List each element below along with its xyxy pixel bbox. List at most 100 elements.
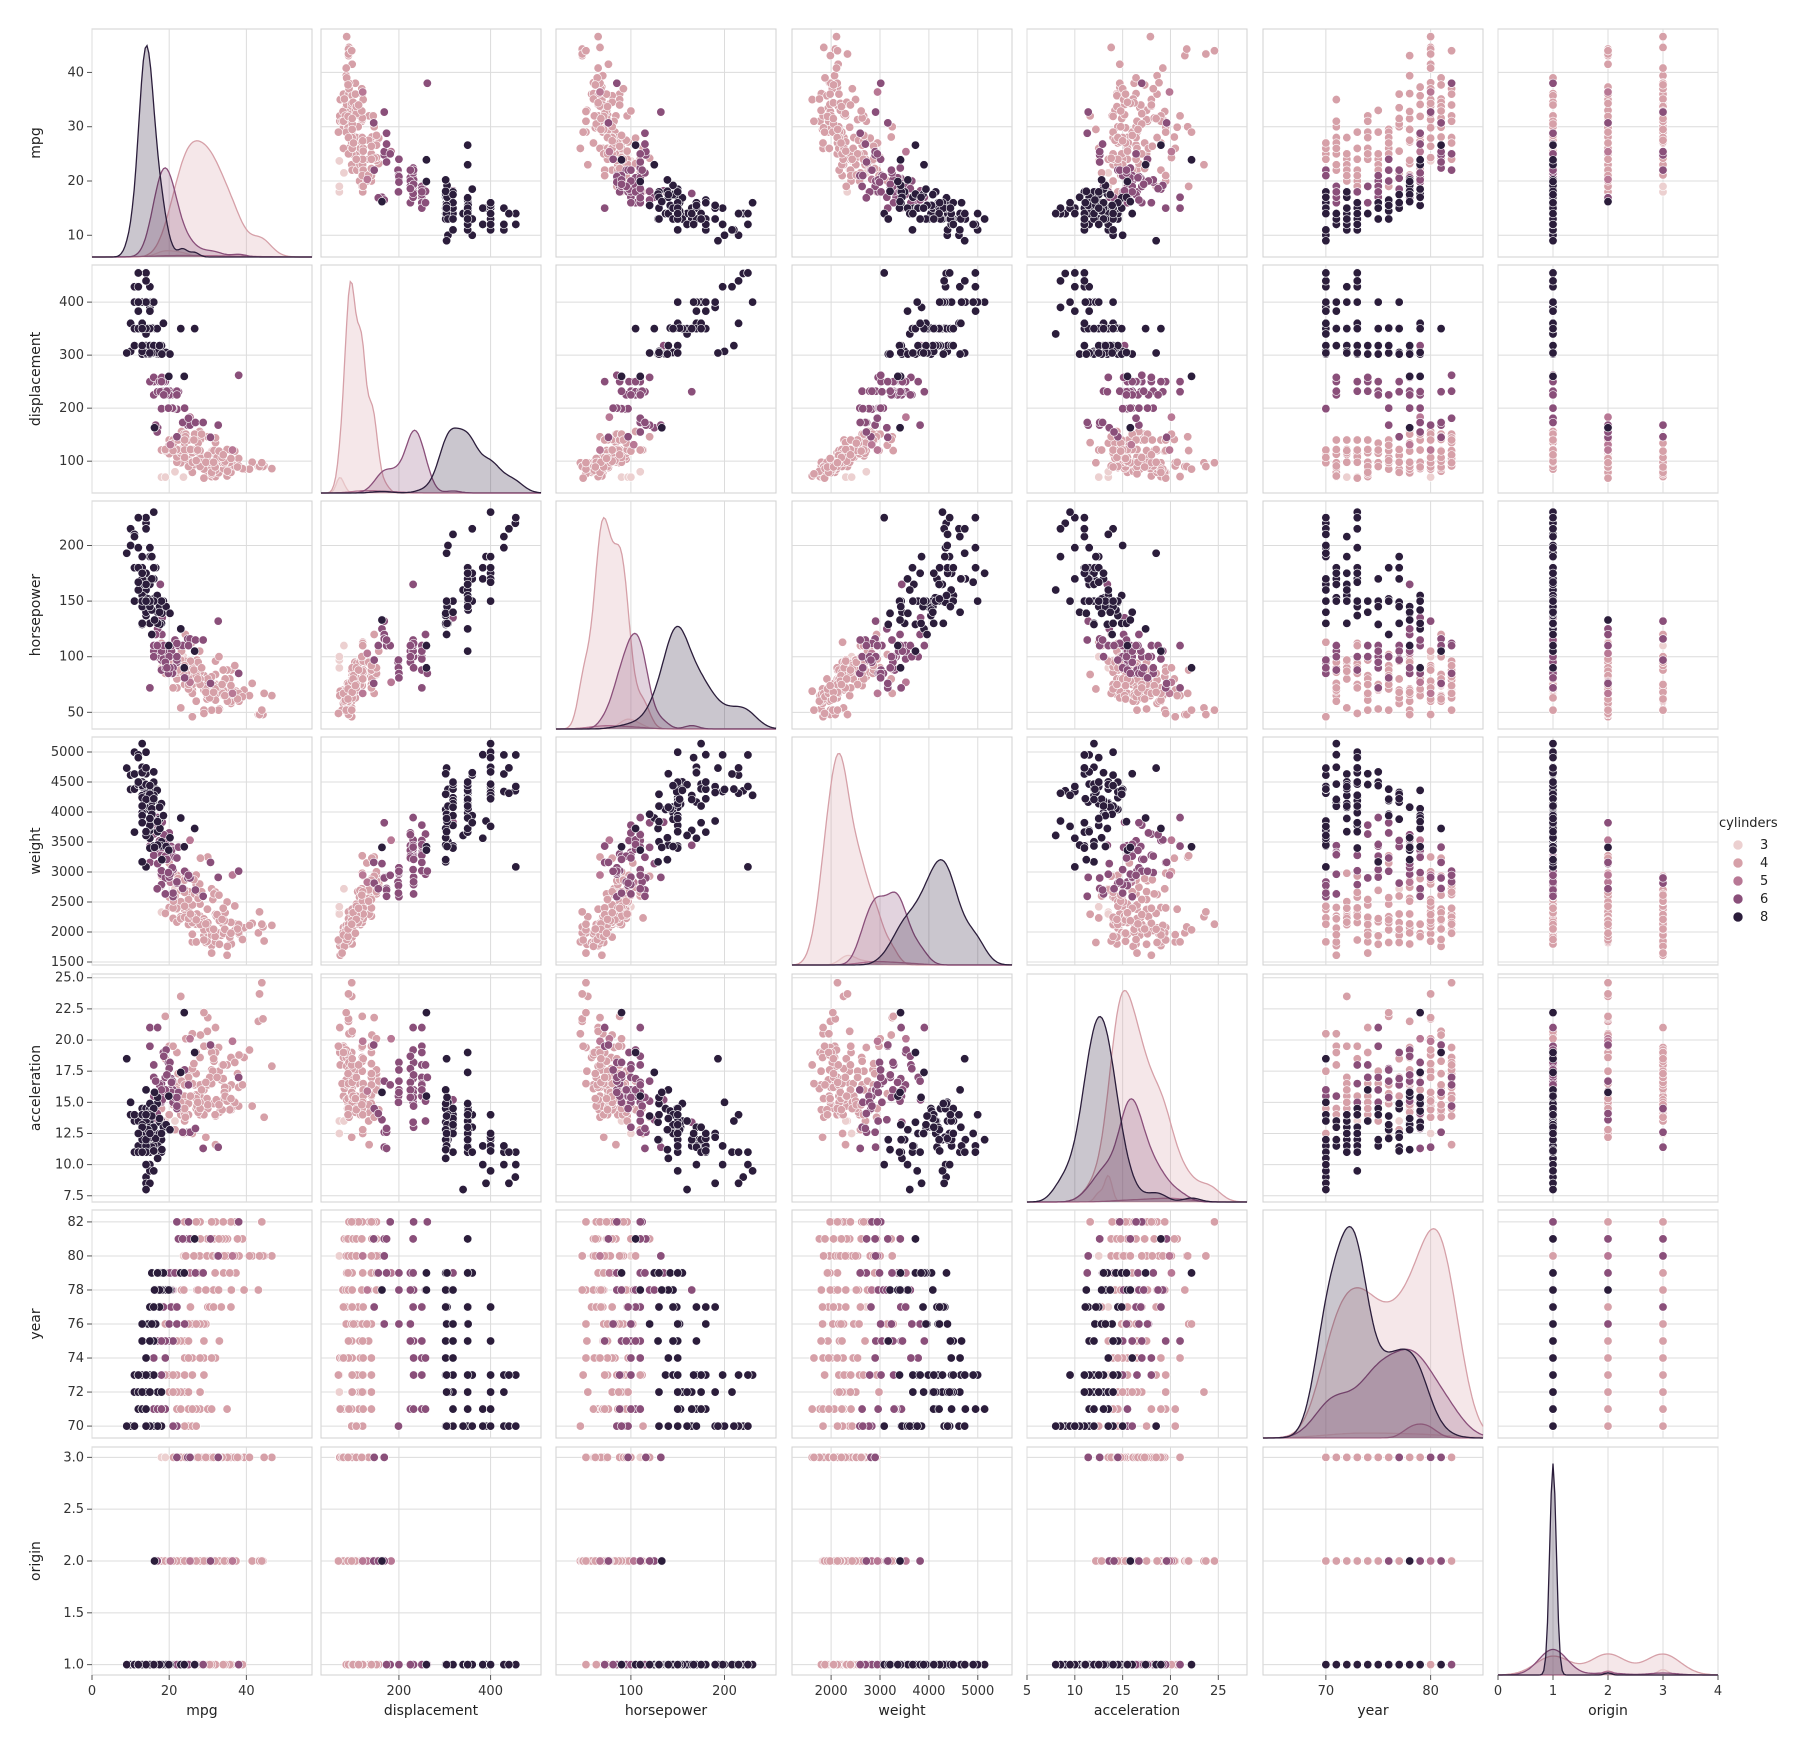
- data-point-cyl-6: [635, 427, 645, 437]
- data-point-cyl-8: [1394, 198, 1404, 208]
- data-point-cyl-8: [1081, 349, 1091, 359]
- data-point-cyl-4: [1331, 116, 1341, 126]
- data-point-cyl-8: [164, 641, 174, 651]
- data-point-cyl-8: [1070, 209, 1080, 219]
- data-point-cyl-6: [603, 432, 613, 442]
- data-point-cyl-4: [1342, 435, 1352, 445]
- data-point-cyl-8: [1321, 225, 1331, 235]
- data-point-cyl-4: [1331, 471, 1341, 481]
- data-point-cyl-8: [478, 574, 488, 584]
- data-point-cyl-4: [1447, 46, 1457, 56]
- data-point-cyl-6: [1095, 147, 1105, 157]
- data-point-cyl-6: [382, 128, 392, 138]
- data-point-cyl-4: [371, 130, 381, 140]
- data-point-cyl-6: [1175, 192, 1185, 202]
- data-point-cyl-8: [1405, 197, 1415, 207]
- panel-displacement-vs-origin: [1497, 264, 1719, 494]
- data-point-cyl-6: [1548, 78, 1558, 88]
- data-point-cyl-4: [842, 710, 852, 720]
- data-point-cyl-8: [441, 186, 451, 196]
- data-point-cyl-5: [595, 445, 605, 455]
- data-point-cyl-8: [928, 190, 938, 200]
- data-point-cyl-8: [948, 563, 958, 573]
- data-point-cyl-8: [895, 615, 905, 625]
- data-point-cyl-4: [1091, 684, 1101, 694]
- data-point-cyl-8: [1352, 209, 1362, 219]
- data-point-cyl-6: [1394, 173, 1404, 183]
- data-point-cyl-4: [1394, 114, 1404, 124]
- data-point-cyl-8: [956, 318, 966, 328]
- data-point-cyl-4: [267, 464, 277, 474]
- data-point-cyl-8: [145, 348, 155, 358]
- data-point-cyl-4: [180, 435, 190, 445]
- data-point-cyl-6: [145, 683, 155, 693]
- data-point-cyl-5: [227, 445, 237, 455]
- data-point-cyl-8: [701, 297, 711, 307]
- data-point-cyl-6: [875, 177, 885, 187]
- data-point-cyl-8: [970, 282, 980, 292]
- data-point-cyl-4: [1106, 42, 1116, 52]
- data-point-cyl-4: [836, 138, 846, 148]
- data-point-cyl-4: [1175, 111, 1185, 121]
- data-point-cyl-8: [968, 219, 978, 229]
- data-point-cyl-4: [1352, 435, 1362, 445]
- data-point-cyl-8: [883, 619, 893, 629]
- data-point-cyl-4: [1415, 445, 1425, 455]
- data-point-cyl-4: [1548, 435, 1558, 445]
- data-point-cyl-4: [617, 130, 627, 140]
- data-point-cyl-4: [1658, 42, 1668, 52]
- data-point-cyl-8: [943, 529, 953, 539]
- panel-mpg-vs-year: [1262, 28, 1484, 258]
- data-point-cyl-8: [1080, 297, 1090, 307]
- data-point-cyl-6: [1426, 420, 1436, 430]
- data-point-cyl-8: [1117, 324, 1127, 334]
- data-point-cyl-5: [873, 688, 883, 698]
- data-point-cyl-8: [910, 140, 920, 150]
- data-point-cyl-6: [905, 390, 915, 400]
- data-point-cyl-3: [339, 641, 349, 651]
- data-point-cyl-8: [919, 348, 929, 358]
- data-point-cyl-8: [895, 197, 905, 207]
- data-point-cyl-6: [857, 181, 867, 191]
- data-point-cyl-6: [1394, 377, 1404, 387]
- data-point-cyl-6: [1363, 372, 1373, 382]
- data-point-cyl-6: [394, 154, 404, 164]
- data-point-cyl-8: [663, 341, 673, 351]
- data-point-cyl-3: [334, 181, 344, 191]
- data-point-cyl-8: [1373, 324, 1383, 334]
- data-point-cyl-6: [405, 184, 415, 194]
- data-point-cyl-3: [861, 467, 871, 477]
- data-point-cyl-8: [1321, 306, 1331, 316]
- data-point-cyl-6: [885, 386, 895, 396]
- data-point-cyl-4: [358, 146, 368, 156]
- data-point-cyl-6: [369, 678, 379, 688]
- data-point-cyl-4: [578, 127, 588, 137]
- data-point-cyl-6: [919, 641, 929, 651]
- panel-horsepower-vs-displacement: [320, 500, 542, 730]
- data-point-cyl-8: [1331, 209, 1341, 219]
- data-point-cyl-6: [1384, 420, 1394, 430]
- data-point-cyl-8: [960, 236, 970, 246]
- data-point-cyl-6: [687, 387, 697, 397]
- data-point-cyl-8: [1094, 187, 1104, 197]
- data-point-cyl-6: [172, 432, 182, 442]
- data-point-cyl-4: [189, 665, 199, 675]
- data-point-cyl-8: [635, 177, 645, 187]
- data-point-cyl-6: [1447, 386, 1457, 396]
- data-point-cyl-6: [626, 198, 636, 208]
- data-point-cyl-8: [443, 540, 453, 550]
- data-point-cyl-6: [1658, 420, 1668, 430]
- data-point-cyl-6: [883, 678, 893, 688]
- panel-horsepower-vs-horsepower: [555, 500, 777, 730]
- data-point-cyl-8: [748, 297, 758, 307]
- data-point-cyl-8: [915, 214, 925, 224]
- data-point-cyl-4: [836, 102, 846, 112]
- data-point-cyl-4: [267, 691, 277, 701]
- data-point-cyl-8: [955, 532, 965, 542]
- data-point-cyl-8: [734, 318, 744, 328]
- data-point-cyl-6: [1447, 165, 1457, 175]
- data-point-cyl-5: [1405, 440, 1415, 450]
- data-point-cyl-8: [463, 602, 473, 612]
- data-point-cyl-8: [734, 276, 744, 286]
- data-point-cyl-4: [343, 694, 353, 704]
